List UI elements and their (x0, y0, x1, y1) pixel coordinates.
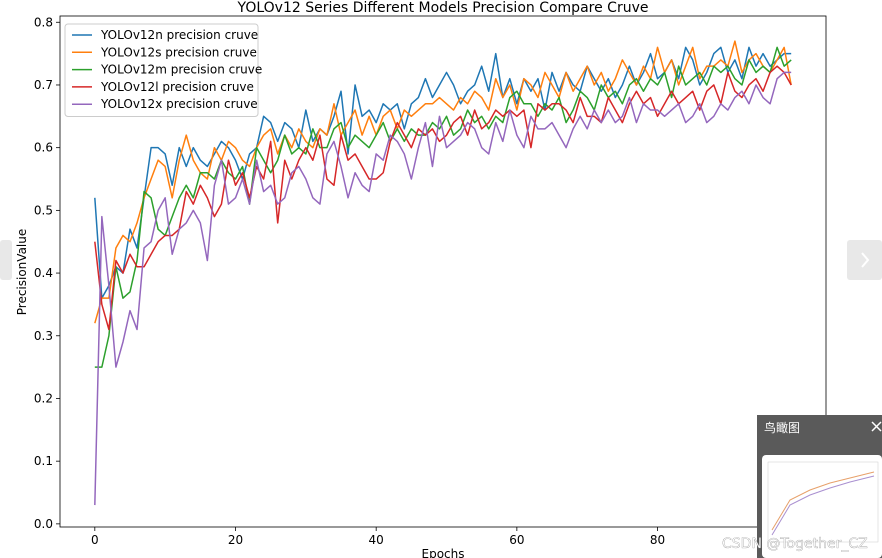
thumbnail-lines (771, 471, 875, 531)
x-tick-label: 20 (228, 533, 243, 547)
legend-label: YOLOv12n precision cruve (100, 28, 258, 42)
overview-thumbnail (762, 455, 882, 558)
series-line (94, 40, 792, 324)
legend: YOLOv12n precision cruve YOLOv12s precisi… (64, 23, 262, 117)
y-tick-label: 0.1 (34, 454, 53, 468)
y-tick-label: 0.2 (34, 391, 53, 405)
y-tick-label: 0.4 (34, 266, 53, 280)
legend-label: YOLOv12m precision cruve (100, 63, 262, 77)
x-tick-label: 0 (91, 533, 99, 547)
series-line (94, 46, 792, 368)
overview-title: 鸟瞰图 (764, 420, 800, 435)
overview-close[interactable] (871, 421, 882, 432)
y-tick-label: 0.8 (34, 15, 53, 29)
series-line (94, 65, 792, 331)
legend-label: YOLOv12s precision cruve (100, 45, 257, 59)
x-axis-label: Epochs (422, 547, 465, 558)
y-tick-label: 0.6 (34, 141, 53, 155)
prev-button[interactable] (0, 240, 12, 280)
axes-frame (59, 15, 827, 528)
plot-area: 0.0 0.1 0.2 0.3 0.4 0.5 0.6 0.7 0.8 0 20 40 60 80 (34, 15, 827, 547)
next-arrow (861, 252, 870, 268)
legend-box (64, 23, 259, 117)
watermark: CSDN @Together_CZ (722, 536, 868, 552)
y-tick-label: 0.3 (34, 329, 53, 343)
legend-label: YOLOv12l precision cruve (100, 80, 254, 94)
y-tick-label: 0.0 (34, 517, 53, 531)
next-button-bg[interactable] (847, 240, 882, 280)
close-icon[interactable] (871, 421, 882, 432)
x-tick-label: 80 (650, 533, 665, 547)
x-tick-label: 40 (369, 533, 384, 547)
legend-label: YOLOv12x precision cruve (100, 97, 258, 111)
y-tick-label: 0.5 (34, 203, 53, 217)
overview-panel: 鸟瞰图 (757, 415, 882, 558)
thumbnail-frame (767, 461, 879, 543)
x-tick-label: 60 (509, 533, 524, 547)
thumbnail-lines (771, 475, 875, 536)
y-axis-label: PrecisionValue (15, 229, 29, 316)
next-button[interactable] (847, 240, 882, 280)
y-tick-label: 0.7 (34, 78, 53, 92)
series-line (94, 71, 792, 506)
chart-title: YOLOv12 Series Different Models Precisio… (237, 0, 649, 16)
